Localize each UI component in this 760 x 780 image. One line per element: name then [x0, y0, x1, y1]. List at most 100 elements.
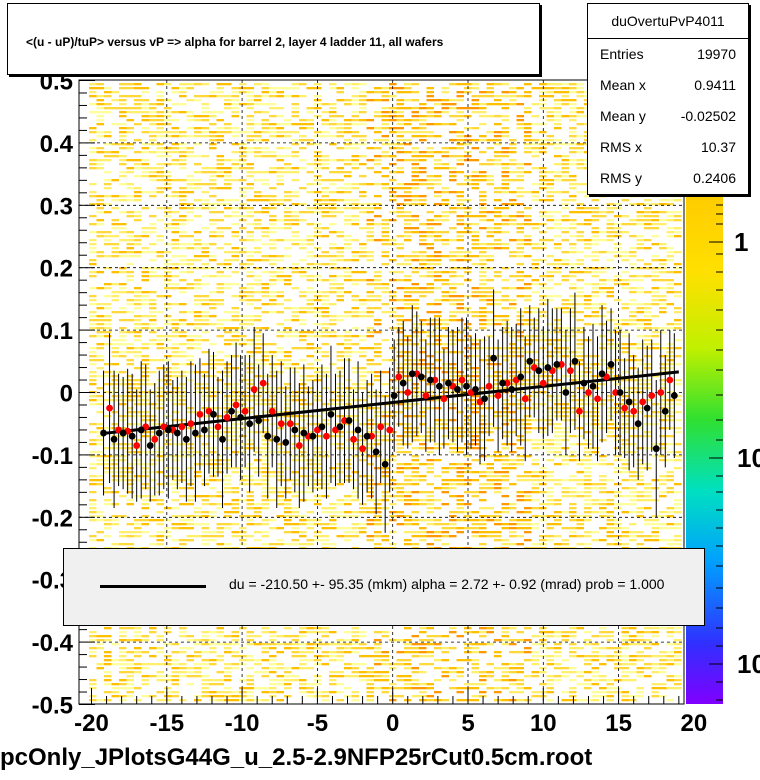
heatmap-cell — [404, 107, 412, 110]
heatmap-cell — [171, 351, 179, 354]
heatmap-cell — [141, 227, 149, 230]
heatmap-cell — [374, 195, 382, 198]
heatmap-cell — [426, 523, 434, 526]
heatmap-cell — [149, 495, 157, 498]
heatmap-cell — [329, 199, 337, 202]
heatmap-cell — [441, 323, 449, 326]
heatmap-cell — [419, 631, 427, 634]
heatmap-cell — [441, 543, 449, 546]
heatmap-cell — [389, 479, 397, 482]
heatmap-cell — [276, 239, 284, 242]
heatmap-cell — [479, 531, 487, 534]
heatmap-cell — [321, 367, 329, 370]
heatmap-cell — [111, 463, 119, 466]
heatmap-cell — [404, 227, 412, 230]
heatmap-cell — [396, 319, 404, 322]
heatmap-cell — [231, 255, 239, 258]
heatmap-cell — [149, 307, 157, 310]
heatmap-cell — [344, 399, 352, 402]
heatmap-cell — [321, 475, 329, 478]
heatmap-cell — [321, 495, 329, 498]
heatmap-cell — [306, 403, 314, 406]
heatmap-cell — [126, 299, 134, 302]
heatmap-cell — [284, 487, 292, 490]
heatmap-cell — [306, 239, 314, 242]
heatmap-cell — [269, 679, 277, 682]
heatmap-cell — [411, 119, 419, 122]
heatmap-cell — [434, 351, 442, 354]
heatmap-cell — [456, 519, 464, 522]
heatmap-cell — [494, 115, 502, 118]
heatmap-cell — [396, 127, 404, 130]
heatmap-cell — [321, 187, 329, 190]
heatmap-cell — [209, 131, 217, 134]
heatmap-cell — [374, 159, 382, 162]
heatmap-cell — [321, 159, 329, 162]
heatmap-cell — [209, 219, 217, 222]
heatmap-cell — [89, 507, 97, 510]
heatmap-cell — [441, 491, 449, 494]
heatmap-cell — [351, 671, 359, 674]
heatmap-cell — [434, 459, 442, 462]
heatmap-cell — [209, 303, 217, 306]
heatmap-cell — [209, 123, 217, 126]
heatmap-cell — [186, 175, 194, 178]
heatmap-cell — [494, 519, 502, 522]
heatmap-cell — [419, 183, 427, 186]
heatmap-cell — [374, 643, 382, 646]
heatmap-cell — [209, 135, 217, 138]
heatmap-cell — [126, 447, 134, 450]
heatmap-cell — [456, 699, 464, 702]
heatmap-cell — [336, 275, 344, 278]
heatmap-cell — [96, 315, 104, 318]
heatmap-cell — [194, 143, 202, 146]
heatmap-cell — [284, 415, 292, 418]
heatmap-cell — [404, 295, 412, 298]
heatmap-cell — [96, 223, 104, 226]
heatmap-cell — [479, 139, 487, 142]
heatmap-cell — [456, 91, 464, 94]
heatmap-cell — [164, 303, 172, 306]
heatmap-cell — [329, 179, 337, 182]
heatmap-cell — [351, 691, 359, 694]
heatmap-cell — [224, 183, 232, 186]
heatmap-cell — [216, 95, 224, 98]
heatmap-cell — [156, 535, 164, 538]
heatmap-cell — [164, 675, 172, 678]
heatmap-cell — [96, 531, 104, 534]
heatmap-cell — [276, 499, 284, 502]
heatmap-cell — [351, 115, 359, 118]
heatmap-cell — [216, 303, 224, 306]
heatmap-cell — [179, 699, 187, 702]
heatmap-cell — [89, 299, 97, 302]
heatmap-cell — [471, 519, 479, 522]
heatmap-cell — [276, 447, 284, 450]
heatmap-cell — [186, 203, 194, 206]
heatmap-cell — [134, 219, 142, 222]
heatmap-cell — [269, 471, 277, 474]
heatmap-cell — [231, 231, 239, 234]
heatmap-cell — [126, 663, 134, 666]
heatmap-cell — [216, 683, 224, 686]
heatmap-cell — [164, 283, 172, 286]
heatmap-cell — [359, 643, 367, 646]
heatmap-cell — [261, 643, 269, 646]
heatmap-cell — [479, 347, 487, 350]
heatmap-cell — [224, 403, 232, 406]
heatmap-cell — [374, 483, 382, 486]
heatmap-cell — [479, 263, 487, 266]
heatmap-cell — [314, 107, 322, 110]
heatmap-cell — [246, 503, 254, 506]
heatmap-cell — [269, 691, 277, 694]
heatmap-cell — [276, 131, 284, 134]
heatmap-cell — [471, 263, 479, 266]
heatmap-cell — [434, 287, 442, 290]
heatmap-cell — [471, 495, 479, 498]
heatmap-cell — [501, 627, 509, 630]
heatmap-cell — [299, 451, 307, 454]
heatmap-cell — [186, 335, 194, 338]
heatmap-cell — [501, 387, 509, 390]
heatmap-cell — [179, 355, 187, 358]
heatmap-cell — [426, 271, 434, 274]
heatmap-cell — [449, 179, 457, 182]
